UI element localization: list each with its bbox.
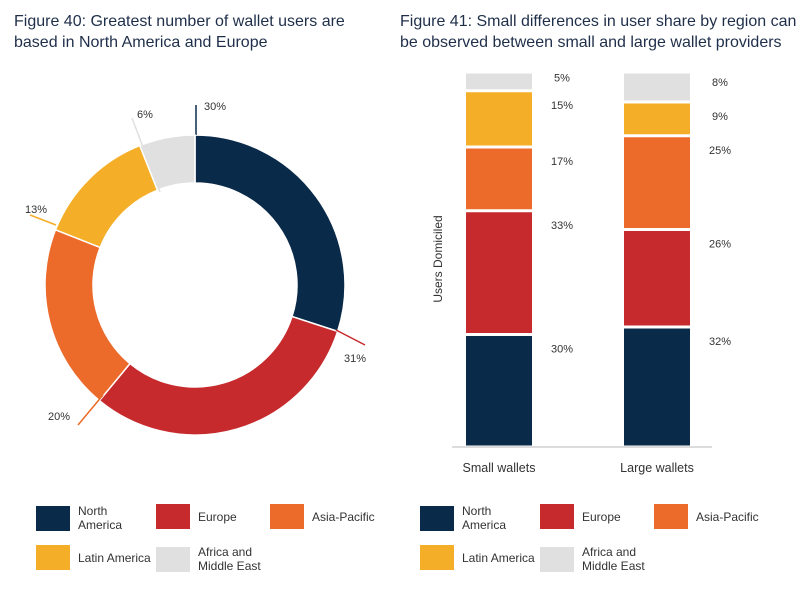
- legend-label: Asia-Pacific: [696, 509, 759, 524]
- legend-swatch: [156, 504, 190, 529]
- bar-large-wallets-europe: [624, 231, 690, 326]
- bar-value-label-small-wallets-africa-and-middle-east: 5%: [554, 72, 570, 84]
- legend-swatch: [540, 546, 574, 572]
- bar-value-label-small-wallets-north-america: 30%: [551, 344, 573, 356]
- legend-item-latin-america: Latin America: [36, 545, 152, 570]
- bar-large-wallets-asia-pacific: [624, 137, 690, 228]
- legend-item-asia-pacific: Asia-Pacific: [270, 504, 386, 529]
- legend-label: Africa and Middle East: [198, 545, 261, 573]
- donut-value-label-latin-america: 13%: [25, 204, 47, 216]
- legend-item-europe: Europe: [540, 504, 656, 529]
- legend-label: Europe: [198, 509, 237, 524]
- bar-small-wallets-europe: [466, 212, 532, 333]
- legend-swatch: [156, 546, 190, 572]
- x-tick-label-large-wallets: Large wallets: [620, 461, 694, 475]
- legend-item-africa-and-middle-east: Africa and Middle East: [540, 545, 656, 573]
- legend-item-latin-america: Latin America: [420, 545, 536, 570]
- bar-value-label-large-wallets-africa-and-middle-east: 8%: [712, 77, 728, 89]
- bar-value-label-large-wallets-asia-pacific: 25%: [709, 145, 731, 157]
- donut-value-label-north-america: 30%: [204, 101, 226, 113]
- legend-label: Latin America: [462, 550, 535, 565]
- donut-value-label-asia-pacific: 20%: [48, 411, 70, 423]
- figure-40-title: Figure 40: Greatest number of wallet use…: [14, 13, 345, 51]
- bar-value-label-small-wallets-europe: 33%: [551, 220, 573, 232]
- donut-slice-north-america: [194, 134, 346, 333]
- donut-chart: 30% 31% 20% 13% 6%: [25, 101, 366, 436]
- figure-41-title: Figure 41: Small differences in user sha…: [400, 13, 797, 51]
- donut-slice-asia-pacific: [44, 228, 132, 402]
- legend-swatch: [654, 504, 688, 529]
- legend-swatch: [270, 504, 304, 529]
- donut-leader-line-asia-pacific: [77, 394, 104, 426]
- legend-item-africa-and-middle-east: Africa and Middle East: [156, 545, 272, 573]
- bar-value-label-large-wallets-europe: 26%: [709, 239, 731, 251]
- bar-small-wallets-asia-pacific: [466, 148, 532, 210]
- legend-item-north-america: North America: [420, 504, 536, 532]
- y-axis-label: Users Domiciled: [431, 215, 445, 302]
- legend-label: Africa and Middle East: [582, 545, 645, 573]
- bar-value-label-large-wallets-north-america: 32%: [709, 336, 731, 348]
- x-tick-label-small-wallets: Small wallets: [463, 461, 536, 475]
- donut-leader-line-europe: [335, 329, 366, 346]
- donut-value-label-europe: 31%: [344, 353, 366, 365]
- bar-value-label-large-wallets-latin-america: 9%: [712, 111, 728, 123]
- donut-leader-line-latin-america: [29, 214, 57, 226]
- donut-value-label-africa-and-middle-east: 6%: [137, 109, 153, 121]
- legend-label: Asia-Pacific: [312, 509, 375, 524]
- legend-label: North America: [462, 504, 507, 532]
- legend-item-north-america: North America: [36, 504, 152, 532]
- bar-small-wallets-north-america: [466, 336, 532, 446]
- legend-label: Europe: [582, 509, 621, 524]
- bar-small-wallets-latin-america: [466, 92, 532, 146]
- legend-swatch: [36, 545, 70, 570]
- legend-swatch: [420, 505, 454, 531]
- donut-slice-europe: [98, 315, 339, 436]
- legend-label: Latin America: [78, 550, 151, 565]
- legend-swatch: [420, 545, 454, 570]
- stacked-bar-chart: Users Domiciled 30% 33% 17% 15% 5% Small walle…: [431, 72, 731, 475]
- donut-slice-latin-america: [54, 144, 159, 249]
- bar-small-wallets-africa-and-middle-east: [466, 73, 532, 90]
- legend-item-europe: Europe: [156, 504, 272, 529]
- donut-leader-line-africa-and-middle-east: [131, 117, 161, 193]
- legend-label: North America: [78, 504, 123, 532]
- bar-large-wallets-latin-america: [624, 103, 690, 135]
- bar-value-label-small-wallets-asia-pacific: 17%: [551, 156, 573, 168]
- bar-large-wallets-africa-and-middle-east: [624, 73, 690, 101]
- bar-large-wallets-north-america: [624, 328, 690, 446]
- legend-item-asia-pacific: Asia-Pacific: [654, 504, 770, 529]
- bar-value-label-small-wallets-latin-america: 15%: [551, 100, 573, 112]
- legend-swatch: [36, 505, 70, 531]
- legend-swatch: [540, 504, 574, 529]
